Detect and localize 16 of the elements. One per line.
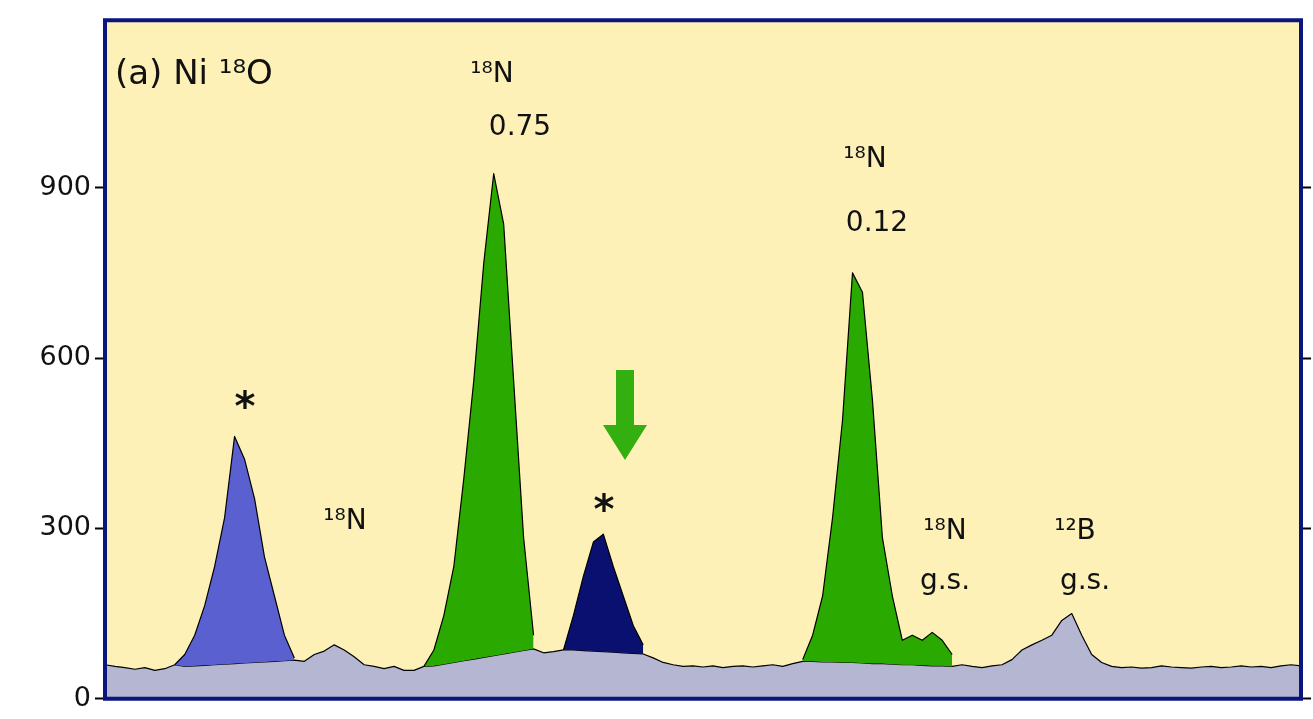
- annotation: 0.75: [488, 109, 552, 143]
- annotation: g.s.: [919, 563, 971, 597]
- y-tick-label: 300: [39, 510, 91, 542]
- y-tick-label: 900: [39, 169, 91, 201]
- y-tick-label: 600: [39, 340, 91, 372]
- annotation: *: [593, 486, 615, 533]
- annotation: ¹⁸N: [470, 56, 514, 90]
- annotation: ¹⁸N: [923, 513, 967, 547]
- annotation: ¹⁸N: [323, 503, 367, 537]
- y-tick-label: 0: [73, 680, 91, 712]
- annotation: *: [234, 383, 256, 430]
- text: (a) Ni ¹⁸O: [115, 51, 273, 92]
- annotation: ¹⁸N: [843, 141, 887, 175]
- annotation: g.s.: [1059, 563, 1111, 597]
- annotation: ¹²B: [1054, 513, 1096, 547]
- annotation: 0.12: [845, 205, 909, 239]
